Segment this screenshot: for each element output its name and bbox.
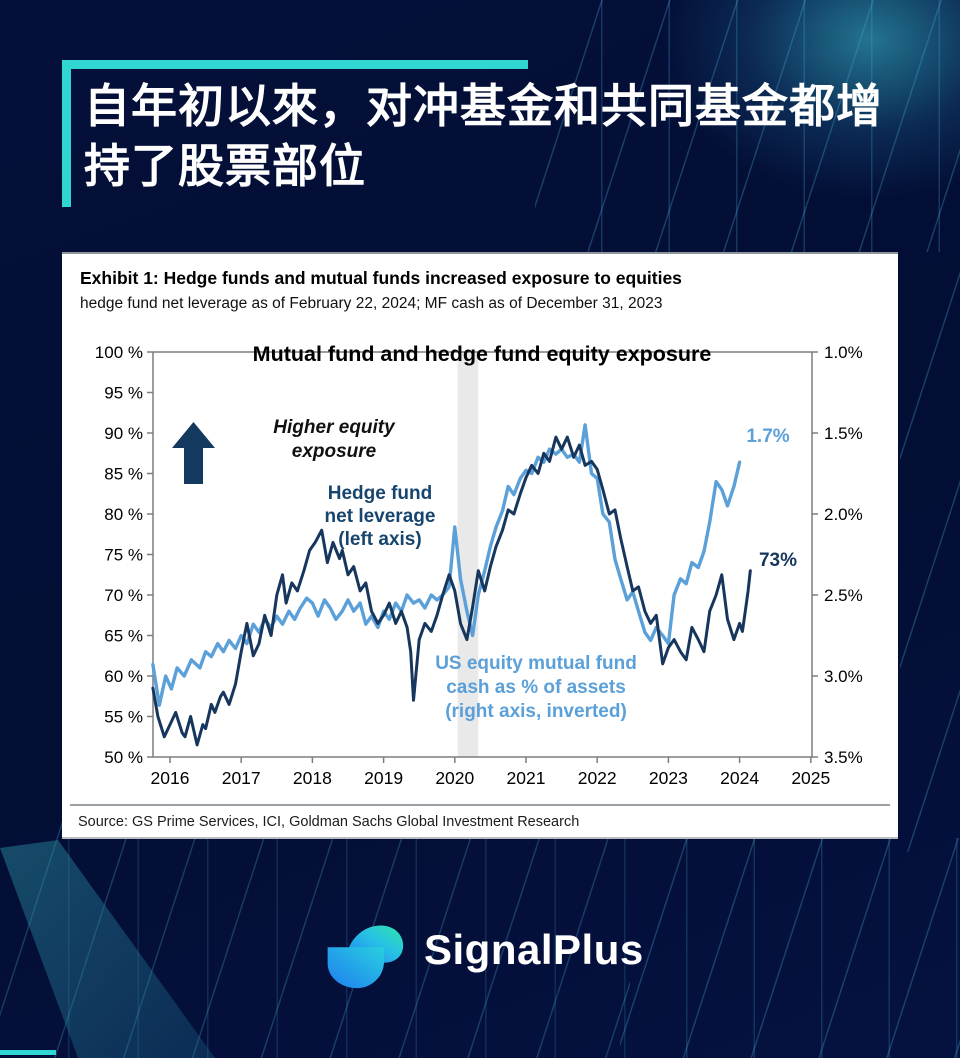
right-axis-tick-label: 1.0% xyxy=(824,343,863,362)
exhibit-card: Exhibit 1: Hedge funds and mutual funds … xyxy=(62,252,898,839)
bottom-left-accent-bar xyxy=(0,1050,56,1055)
x-axis-tick-label: 2019 xyxy=(364,768,403,788)
background-pattern-bottom-right xyxy=(620,838,960,1058)
left-axis-tick-label: 60 % xyxy=(104,667,143,686)
logo-wave-bottom xyxy=(327,947,384,989)
left-axis-tick-label: 65 % xyxy=(104,627,143,646)
background-pattern-right-strip xyxy=(900,252,960,852)
signalplus-logo-icon xyxy=(327,925,404,989)
hedge-fund-series-label: Hedge fund net leverage (left axis) xyxy=(324,483,436,550)
top-right-glow xyxy=(660,0,960,200)
x-axis-tick-label: 2024 xyxy=(720,768,759,788)
up-arrow-icon xyxy=(172,422,215,484)
source-divider xyxy=(70,804,890,806)
left-axis-tick-label: 100 % xyxy=(95,343,143,362)
right-axis-tick-label: 3.0% xyxy=(824,667,863,686)
right-axis-tick-label: 1.5% xyxy=(824,424,863,443)
source-text: Source: GS Prime Services, ICI, Goldman … xyxy=(78,814,580,830)
headline-accent-left-bar xyxy=(62,60,71,207)
mf-cash-end-value: 1.7% xyxy=(746,426,790,447)
x-axis-tick-label: 2018 xyxy=(293,768,332,788)
x-axis-tick-label: 2025 xyxy=(791,768,830,788)
left-axis-tick-label: 95 % xyxy=(104,384,143,403)
headline-accent-top-bar xyxy=(62,60,528,69)
page-title-line2: 持了股票部位 xyxy=(84,140,366,192)
left-axis-tick-label: 55 % xyxy=(104,708,143,727)
mf-cash-line-series xyxy=(151,423,742,707)
hedge-fund-line-series xyxy=(151,435,752,747)
exhibit-title: Exhibit 1: Hedge funds and mutual funds … xyxy=(80,268,682,288)
x-axis-tick-label: 2017 xyxy=(222,768,261,788)
line-chart: 100 % 95 % 90 % 85 % 80 % 75 % 70 % 65 % 60 % 55 … xyxy=(95,343,863,788)
signalplus-logo: SignalPlus xyxy=(318,910,644,990)
left-axis-tick-label: 75 % xyxy=(104,546,143,565)
x-axis-tick-label: 2020 xyxy=(435,768,474,788)
x-axis-tick-label: 2021 xyxy=(507,768,546,788)
x-axis-tick-label: 2023 xyxy=(649,768,688,788)
x-axis-tick-label: 2022 xyxy=(578,768,617,788)
higher-equity-annotation: Higher equity exposure xyxy=(273,417,395,462)
left-axis-tick-label: 50 % xyxy=(104,748,143,767)
right-axis-tick-label: 2.5% xyxy=(824,586,863,605)
right-axis-tick-label: 3.5% xyxy=(824,748,863,767)
recession-band xyxy=(457,352,479,757)
left-axis-tick-label: 80 % xyxy=(104,505,143,524)
exhibit-subtitle: hedge fund net leverage as of February 2… xyxy=(80,295,663,312)
x-axis-tick-label: 2016 xyxy=(151,768,190,788)
left-axis-tick-label: 70 % xyxy=(104,586,143,605)
teal-band-bottom-left xyxy=(0,840,215,1058)
mutual-fund-series-label: US equity mutual fund cash as % of assets… xyxy=(435,653,637,722)
page-title-line1: 自年初以來，对冲基金和共同基金都增 xyxy=(84,80,883,132)
left-axis-tick-label: 90 % xyxy=(104,424,143,443)
left-axis-tick-label: 85 % xyxy=(104,465,143,484)
hedge-end-value: 73% xyxy=(758,550,798,571)
right-axis-tick-label: 2.0% xyxy=(824,505,863,524)
signalplus-logo-text: SignalPlus xyxy=(424,926,644,973)
chart-title: Mutual fund and hedge fund equity exposu… xyxy=(252,342,712,366)
page-title: 自年初以來，对冲基金和共同基金都增 持了股票部位 xyxy=(84,76,914,196)
